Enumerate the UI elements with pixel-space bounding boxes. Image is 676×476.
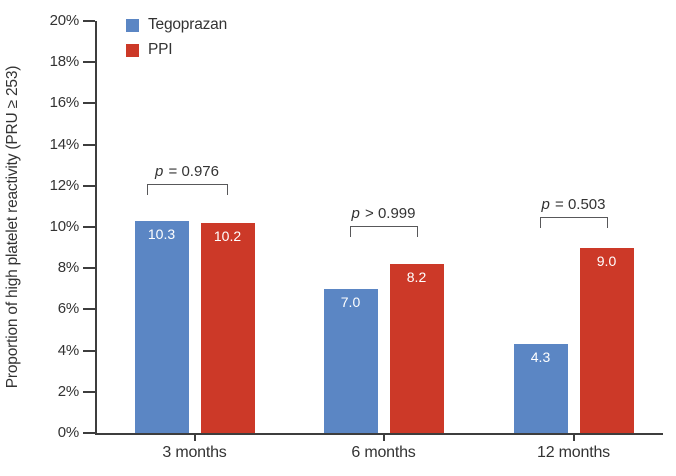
y-axis-tick-label: 14% xyxy=(49,135,80,153)
legend-label: Tegoprazan xyxy=(148,16,228,33)
x-axis-tick-label: 6 months xyxy=(351,444,416,461)
y-axis-tick-label: 0% xyxy=(57,424,79,441)
y-axis-tick-label: 6% xyxy=(57,300,79,318)
y-axis-tick-label: 16% xyxy=(49,94,80,112)
x-axis-tick-label: 3 months xyxy=(162,444,227,461)
y-axis-tick xyxy=(83,267,95,270)
y-axis-tick xyxy=(83,390,95,393)
y-axis-tick-label: 10% xyxy=(49,218,80,235)
y-axis-tick xyxy=(83,143,95,146)
legend-row: Tegoprazan xyxy=(126,16,227,34)
y-axis-tick xyxy=(83,20,95,22)
legend-swatch-ppi xyxy=(126,43,139,57)
legend-row: PPI xyxy=(126,41,227,59)
legend-label: PPI xyxy=(148,41,173,58)
y-axis-tick xyxy=(83,349,95,352)
bar-value-label: 9.0 xyxy=(596,252,617,269)
y-axis-tick xyxy=(83,61,95,64)
bar-tegoprazan: 7.0 xyxy=(323,288,378,433)
bar-ppi: 10.2 xyxy=(200,222,255,433)
x-axis-tick xyxy=(193,433,196,441)
bar-value-label: 4.3 xyxy=(530,349,551,366)
y-axis-tick xyxy=(83,184,95,187)
bar-ppi: 8.2 xyxy=(389,264,444,433)
y-axis-tick-label: 12% xyxy=(49,176,80,194)
p-value-bracket xyxy=(539,217,608,228)
p-value-label: p = 0.503 xyxy=(541,196,606,213)
y-axis-tick xyxy=(83,308,95,311)
bar-value-label: 10.2 xyxy=(213,227,242,244)
y-axis-tick xyxy=(83,102,95,105)
x-axis-tick-label: 12 months xyxy=(537,444,610,461)
x-axis-tick xyxy=(382,433,385,441)
bar-value-label: 8.2 xyxy=(406,269,427,286)
y-axis-tick-label: 2% xyxy=(57,382,79,400)
y-axis-tick-label: 8% xyxy=(57,259,79,277)
y-axis-title: Proportion of high platelet reactivity (… xyxy=(4,65,21,389)
x-axis-tick xyxy=(572,433,575,441)
bar-tegoprazan: 4.3 xyxy=(513,344,568,433)
y-axis-tick xyxy=(83,226,95,228)
bar-ppi: 9.0 xyxy=(579,247,634,433)
plot-area: 0% 2% 4% 6% 8% 10% 12% 14% 16% 18% 20% 10.3 10.2 3 mo… xyxy=(50,12,663,461)
p-value-label: p = 0.976 xyxy=(155,163,219,180)
y-axis-tick-label: 4% xyxy=(57,341,79,359)
bar-value-label: 10.3 xyxy=(147,225,176,242)
legend: Tegoprazan PPI xyxy=(126,16,227,66)
y-axis-tick xyxy=(83,432,95,434)
p-value-label: p > 0.999 xyxy=(351,205,416,222)
bar-tegoprazan: 10.3 xyxy=(134,220,189,433)
bar-value-label: 7.0 xyxy=(340,293,361,310)
p-value-bracket xyxy=(349,226,418,237)
y-axis-tick-label: 20% xyxy=(49,12,80,29)
y-axis-tick-label: 18% xyxy=(49,53,80,71)
legend-swatch-tegoprazan xyxy=(126,18,139,32)
p-value-bracket xyxy=(146,184,228,195)
